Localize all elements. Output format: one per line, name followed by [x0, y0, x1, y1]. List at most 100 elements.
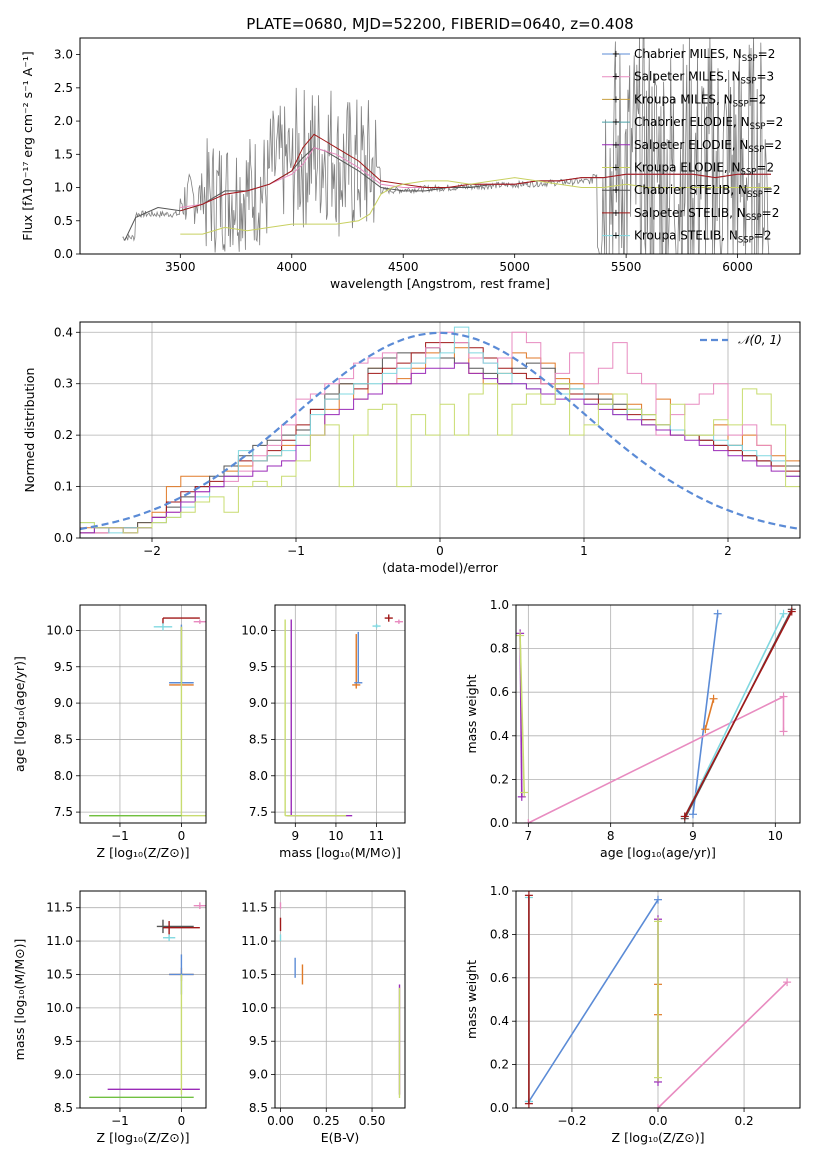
x-axis-label: (data-model)/error — [382, 560, 499, 575]
y-tick-label: 0.4 — [54, 325, 73, 339]
weight-marker — [688, 810, 697, 819]
y-tick-label: 0.1 — [54, 480, 73, 494]
legend-marker: + — [612, 231, 620, 242]
y-tick-label: 2.0 — [54, 114, 73, 128]
x-axis-label: Z [log₁₀(Z/Z⊙)] — [97, 845, 190, 860]
weight-marker — [783, 978, 792, 987]
x-tick-label: 0.50 — [359, 1114, 386, 1128]
y-tick-label: 0.0 — [490, 1101, 509, 1115]
y-tick-label: 11.5 — [241, 901, 268, 915]
weight-line-1 — [527, 695, 785, 823]
weight_vs_age-plot-area — [516, 605, 796, 823]
x-tick-label: 0.2 — [735, 1114, 754, 1128]
x-tick-label: 10 — [328, 829, 343, 843]
x-tick-label: 2 — [724, 544, 732, 558]
x-axis-label: Z [log₁₀(Z/Z⊙)] — [612, 1130, 705, 1145]
weight-line-4 — [519, 635, 525, 793]
residuals-axes: −2 −1 0 1 2 0.0 0.1 0.2 0.3 0.4 (data-model)/error… — [22, 321, 801, 575]
errorbar-point-6 — [284, 619, 347, 817]
weight_vs_age-frame — [515, 604, 801, 824]
spectrum-plot-area — [122, 38, 771, 254]
x-tick-label: −1 — [111, 1114, 129, 1128]
x-tick-label: 11 — [369, 829, 384, 843]
y-tick-label: 1.0 — [54, 181, 73, 195]
y-tick-label: 11.0 — [46, 934, 73, 948]
legend-marker: + — [612, 140, 620, 151]
y-tick-label: 9.0 — [54, 1068, 73, 1082]
x-tick-label: 9 — [689, 829, 697, 843]
weight-marker — [713, 609, 722, 618]
y-tick-label: 8.0 — [54, 769, 73, 783]
weight-line-7 — [684, 611, 793, 817]
errorbar-point-1 — [394, 619, 403, 624]
age_vs_mass-plot-area — [284, 614, 403, 817]
x-axis-label: wavelength [Angstrom, rest frame] — [330, 276, 550, 291]
gaussian-curve — [80, 331, 800, 531]
mass_vs_Z-plot-area — [89, 902, 206, 1099]
y-tick-label: 9.5 — [54, 1034, 73, 1048]
legend-label: Kroupa MILES, NSSP=2 — [634, 92, 766, 109]
model-spectrum-2 — [180, 133, 771, 212]
y-tick-label: 9.0 — [249, 1068, 268, 1082]
y-axis-label: age [log₁₀(age/yr)] — [12, 656, 27, 772]
legend-label: Salpeter STELIB, NSSP=2 — [634, 206, 779, 223]
y-tick-label: 0.4 — [490, 1014, 509, 1028]
x-tick-label: 0.25 — [313, 1114, 340, 1128]
weight-line-0 — [692, 613, 719, 815]
weight-marker — [524, 819, 533, 823]
y-tick-label: 9.5 — [249, 660, 268, 674]
weight_vs_Z-frame — [515, 890, 801, 1109]
plots: 3500 4000 4500 5000 5500 6000 0.0 0.5 1.0 1.5 2.0 2… — [12, 37, 801, 1145]
errorbar-point-2 — [372, 623, 381, 629]
residuals-plot-area — [80, 326, 800, 538]
weight-marker — [680, 812, 689, 821]
y-tick-label: 0.8 — [490, 642, 509, 656]
x-tick-label: −1 — [111, 829, 129, 843]
x-tick-label: −1 — [287, 544, 305, 558]
weight_vs_Z-axes: −0.2 0.0 0.2 0.0 0.2 0.4 0.6 0.8 1.0 Z [log₁₀(Z/Z… — [464, 884, 801, 1145]
y-tick-label: 11.0 — [241, 934, 268, 948]
x-tick-label: 1 — [580, 544, 588, 558]
errorbar-point-3 — [352, 634, 361, 689]
y-axis-label: Normed distribution — [22, 368, 37, 493]
y-tick-label: 0.6 — [490, 971, 509, 985]
weight-marker — [787, 607, 796, 616]
mass_vs_ebv-plot-area — [279, 902, 401, 1098]
y-tick-label: 8.0 — [249, 769, 268, 783]
x-axis-label: E(B-V) — [321, 1130, 360, 1145]
y-axis-label: Flux [fλ10⁻¹⁷ erg cm⁻² s⁻¹ A⁻¹] — [20, 51, 35, 240]
y-tick-label: 11.5 — [46, 901, 73, 915]
weight-line-2 — [704, 698, 715, 730]
y-tick-label: 0.3 — [54, 377, 73, 391]
y-tick-label: 10.5 — [241, 967, 268, 981]
y-axis-label: mass weight — [464, 960, 479, 1039]
histogram-series-5 — [80, 362, 800, 538]
y-tick-label: 10.5 — [46, 967, 73, 981]
legend-label: Salpeter ELODIE, NSSP=2 — [634, 138, 782, 155]
x-tick-label: 0.00 — [267, 1114, 294, 1128]
x-axis-label: mass [log₁₀(M/M⊙)] — [279, 845, 401, 860]
y-tick-label: 1.5 — [54, 147, 73, 161]
age_vs_Z-frame — [79, 604, 207, 824]
y-tick-label: 1.0 — [490, 598, 509, 612]
y-tick-label: 8.5 — [54, 732, 73, 746]
age_vs_Z-axes: −1 0 7.5 8.0 8.5 9.0 9.5 10.0 Z [log₁₀(Z/Z⊙)] age… — [12, 604, 207, 860]
spectrum-axes: 3500 4000 4500 5000 5500 6000 0.0 0.5 1.0 1.5 2.0 2… — [20, 37, 801, 291]
model-spectrum-3 — [180, 177, 771, 235]
legend-label: Chabrier MILES, NSSP=2 — [634, 47, 775, 64]
weight-marker — [779, 727, 788, 736]
errorbar-point-5 — [89, 626, 206, 817]
weight-marker — [709, 694, 718, 703]
x-axis-label: age [log₁₀(age/yr)] — [600, 845, 716, 860]
errorbar-point-1 — [193, 619, 206, 624]
x-tick-label: −0.2 — [557, 1114, 586, 1128]
age_vs_mass-frame — [274, 604, 406, 824]
x-tick-label: 0 — [178, 1114, 186, 1128]
x-tick-label: 3500 — [165, 260, 196, 274]
legend-label: Kroupa STELIB, NSSP=2 — [634, 229, 772, 246]
y-tick-label: 0.5 — [54, 214, 73, 228]
residuals-frame — [79, 321, 801, 539]
legend-label: Kroupa ELODIE, NSSP=2 — [634, 161, 774, 178]
x-tick-label: 0.0 — [648, 1114, 667, 1128]
